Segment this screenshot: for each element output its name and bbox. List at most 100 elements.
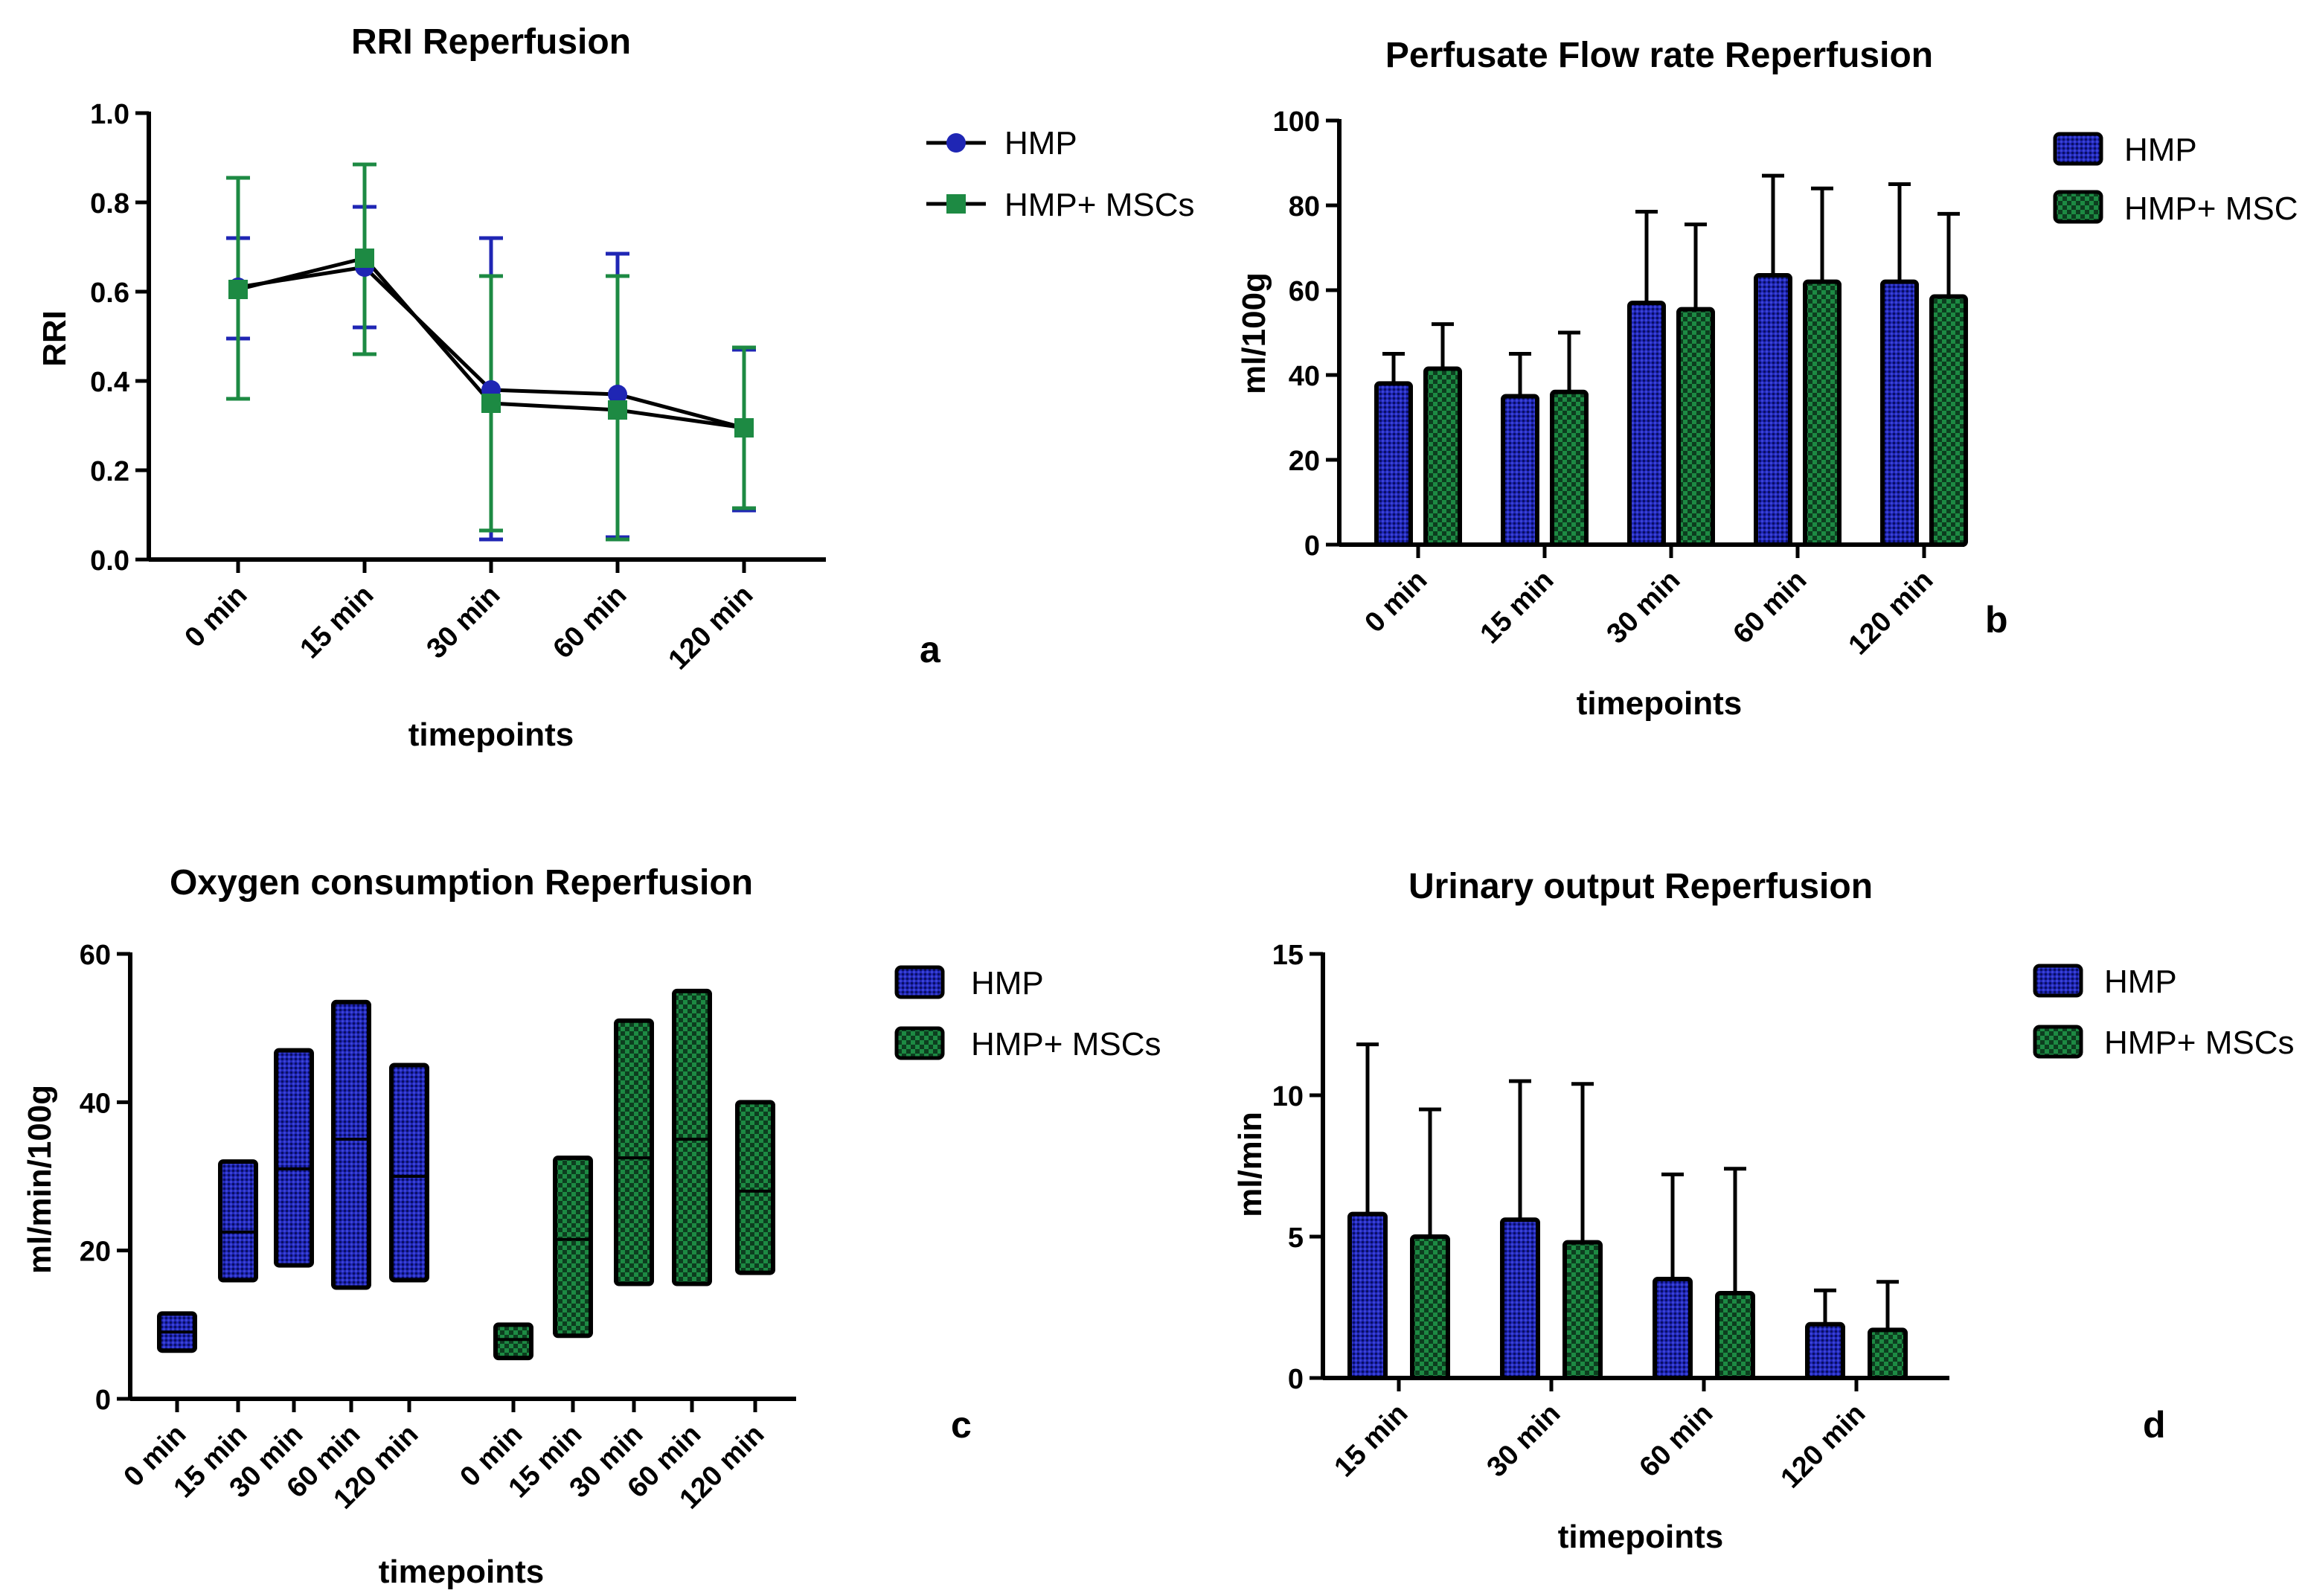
y-tick-label: 0 (1304, 531, 1320, 562)
data-point (355, 249, 374, 268)
y-tick-label: 20 (1289, 446, 1320, 477)
panel-a-plot: 0.0 0.2 0.4 0.6 0.8 1.0 0 min 15 min 30 min 60 mi… (90, 99, 826, 676)
y-tick-label: 0 (1288, 1364, 1304, 1395)
data-point (481, 394, 501, 413)
bar-hmp-msc (1868, 1327, 1908, 1381)
x-tick-label: 30 min (1481, 1398, 1567, 1484)
y-tick-label: 20 (80, 1237, 111, 1268)
bar-hmp (1501, 394, 1539, 547)
range-bar-hmp (218, 1159, 258, 1283)
legend-msc-swatch (2053, 190, 2103, 224)
bar-hmp-msc (1715, 1291, 1755, 1380)
x-tick-label: 15 min (1475, 565, 1560, 650)
y-tick-label: 0.0 (90, 545, 129, 577)
x-tick-label: 120 min (1843, 565, 1940, 661)
range-bar-hmp (389, 1063, 429, 1283)
x-tick-label: 30 min (1601, 565, 1687, 650)
panel-b-plot: 0 20 40 60 80 100 0 min 15 min 30 min 60 min 120 m… (1273, 106, 1968, 661)
y-tick-label: 10 (1272, 1081, 1304, 1112)
bar-hmp-msc (1410, 1234, 1450, 1380)
legend-msc-label: HMP+ MSCs (971, 1026, 1161, 1063)
x-tick-label: 30 min (421, 580, 507, 665)
legend-hmp-label: HMP (1004, 125, 1077, 161)
y-tick-label: 60 (80, 940, 111, 971)
panel-a-xlabel: timepoints (408, 717, 574, 753)
x-tick-label: 15 min (1329, 1398, 1414, 1484)
panel-a: RRI Reperfusion RRI timepoints 0.0 0.2 0.4… (36, 22, 1194, 753)
legend-msc-swatch (894, 1026, 945, 1060)
bar-hmp-msc (1676, 307, 1715, 547)
panel-d-legend: HMP HMP+ MSCs (2033, 964, 2294, 1061)
bar-hmp (1627, 301, 1666, 547)
y-tick-label: 5 (1288, 1222, 1304, 1254)
bar-hmp (1653, 1277, 1693, 1380)
panel-d-title: Urinary output Reperfusion (1408, 867, 1873, 906)
bar-hmp-msc (1562, 1240, 1603, 1380)
data-point (608, 400, 627, 420)
x-tick-label: 120 min (663, 580, 760, 676)
y-tick-label: 0.4 (90, 367, 129, 398)
range-bar-hmp-mscs (735, 1100, 775, 1275)
legend-msc-marker (946, 194, 966, 214)
panel-b-title: Perfusate Flow rate Reperfusion (1385, 36, 1933, 75)
y-tick-label: 100 (1273, 106, 1320, 138)
x-tick-label: 120 min (1775, 1398, 1872, 1495)
y-tick-label: 40 (80, 1088, 111, 1119)
data-point (608, 385, 627, 404)
x-tick-label: 0 min (179, 580, 253, 654)
panel-d-xlabel: timepoints (1558, 1519, 1723, 1555)
legend-msc-label: HMP+ MSCs (1004, 187, 1194, 223)
panel-b-letter: b (1985, 599, 2008, 641)
bar-hmp-msc (1550, 389, 1589, 547)
panel-c-letter: c (951, 1404, 972, 1446)
legend-hmp-swatch (2053, 132, 2103, 166)
panel-c-xlabel: timepoints (379, 1554, 544, 1590)
legend-msc-swatch (2033, 1025, 2083, 1059)
bar-hmp (1880, 279, 1919, 547)
bar-hmp-msc (1929, 294, 1968, 547)
legend-hmp-label: HMP (971, 965, 1044, 1001)
x-tick-label: 60 min (1728, 565, 1813, 650)
legend-hmp-label: HMP (2104, 964, 2177, 1000)
x-tick-label: 15 min (295, 580, 380, 665)
panel-d-plot: 0 5 10 15 15 min 30 min 60 min 120 min (1272, 940, 1949, 1494)
bar-hmp (1805, 1321, 1845, 1381)
bar-hmp (1347, 1211, 1388, 1380)
panel-d-ylabel: ml/min (1232, 1112, 1269, 1217)
range-bar-hmp-mscs (553, 1156, 593, 1339)
panel-a-letter: a (920, 629, 941, 670)
panel-c-ylabel: ml/min/100g (22, 1085, 58, 1274)
x-tick-label: 0 min (1359, 565, 1433, 639)
y-tick-label: 1.0 (90, 99, 129, 130)
panel-a-ylabel: RRI (36, 310, 73, 367)
y-tick-label: 0.2 (90, 456, 129, 487)
y-tick-label: 15 (1272, 940, 1304, 971)
panel-b-ylabel: ml/100g (1236, 272, 1272, 394)
panel-b: Perfusate Flow rate Reperfusion ml/100g … (1236, 36, 2298, 722)
range-bar-hmp (331, 999, 371, 1290)
x-tick-label: 60 min (1634, 1398, 1719, 1484)
panel-b-xlabel: timepoints (1577, 685, 1742, 722)
panel-a-legend: HMP HMP+ MSCs (926, 125, 1194, 223)
panel-c-legend: HMP HMP+ MSCs (894, 965, 1161, 1063)
legend-hmp-swatch (2033, 964, 2083, 998)
legend-msc-label: HMP+ MSC (2124, 190, 2298, 227)
x-tick-label: 60 min (548, 580, 633, 665)
bar-hmp-msc (1803, 279, 1842, 547)
panel-d: Urinary output Reperfusion ml/min timepo… (1232, 867, 2294, 1555)
range-bar-hmp-mscs (672, 988, 712, 1286)
data-point (228, 280, 248, 299)
panel-c-title: Oxygen consumption Reperfusion (170, 863, 753, 903)
panel-b-legend: HMP HMP+ MSC (2053, 132, 2298, 227)
range-bar-hmp (274, 1048, 314, 1268)
legend-hmp-swatch (894, 965, 945, 999)
panel-a-title: RRI Reperfusion (351, 22, 631, 62)
range-bar-hmp-mscs (493, 1322, 533, 1361)
bar-hmp (1754, 273, 1792, 547)
data-point (734, 418, 754, 438)
y-tick-label: 60 (1289, 276, 1320, 307)
y-tick-label: 0.6 (90, 278, 129, 309)
bar-hmp-msc (1423, 366, 1462, 548)
